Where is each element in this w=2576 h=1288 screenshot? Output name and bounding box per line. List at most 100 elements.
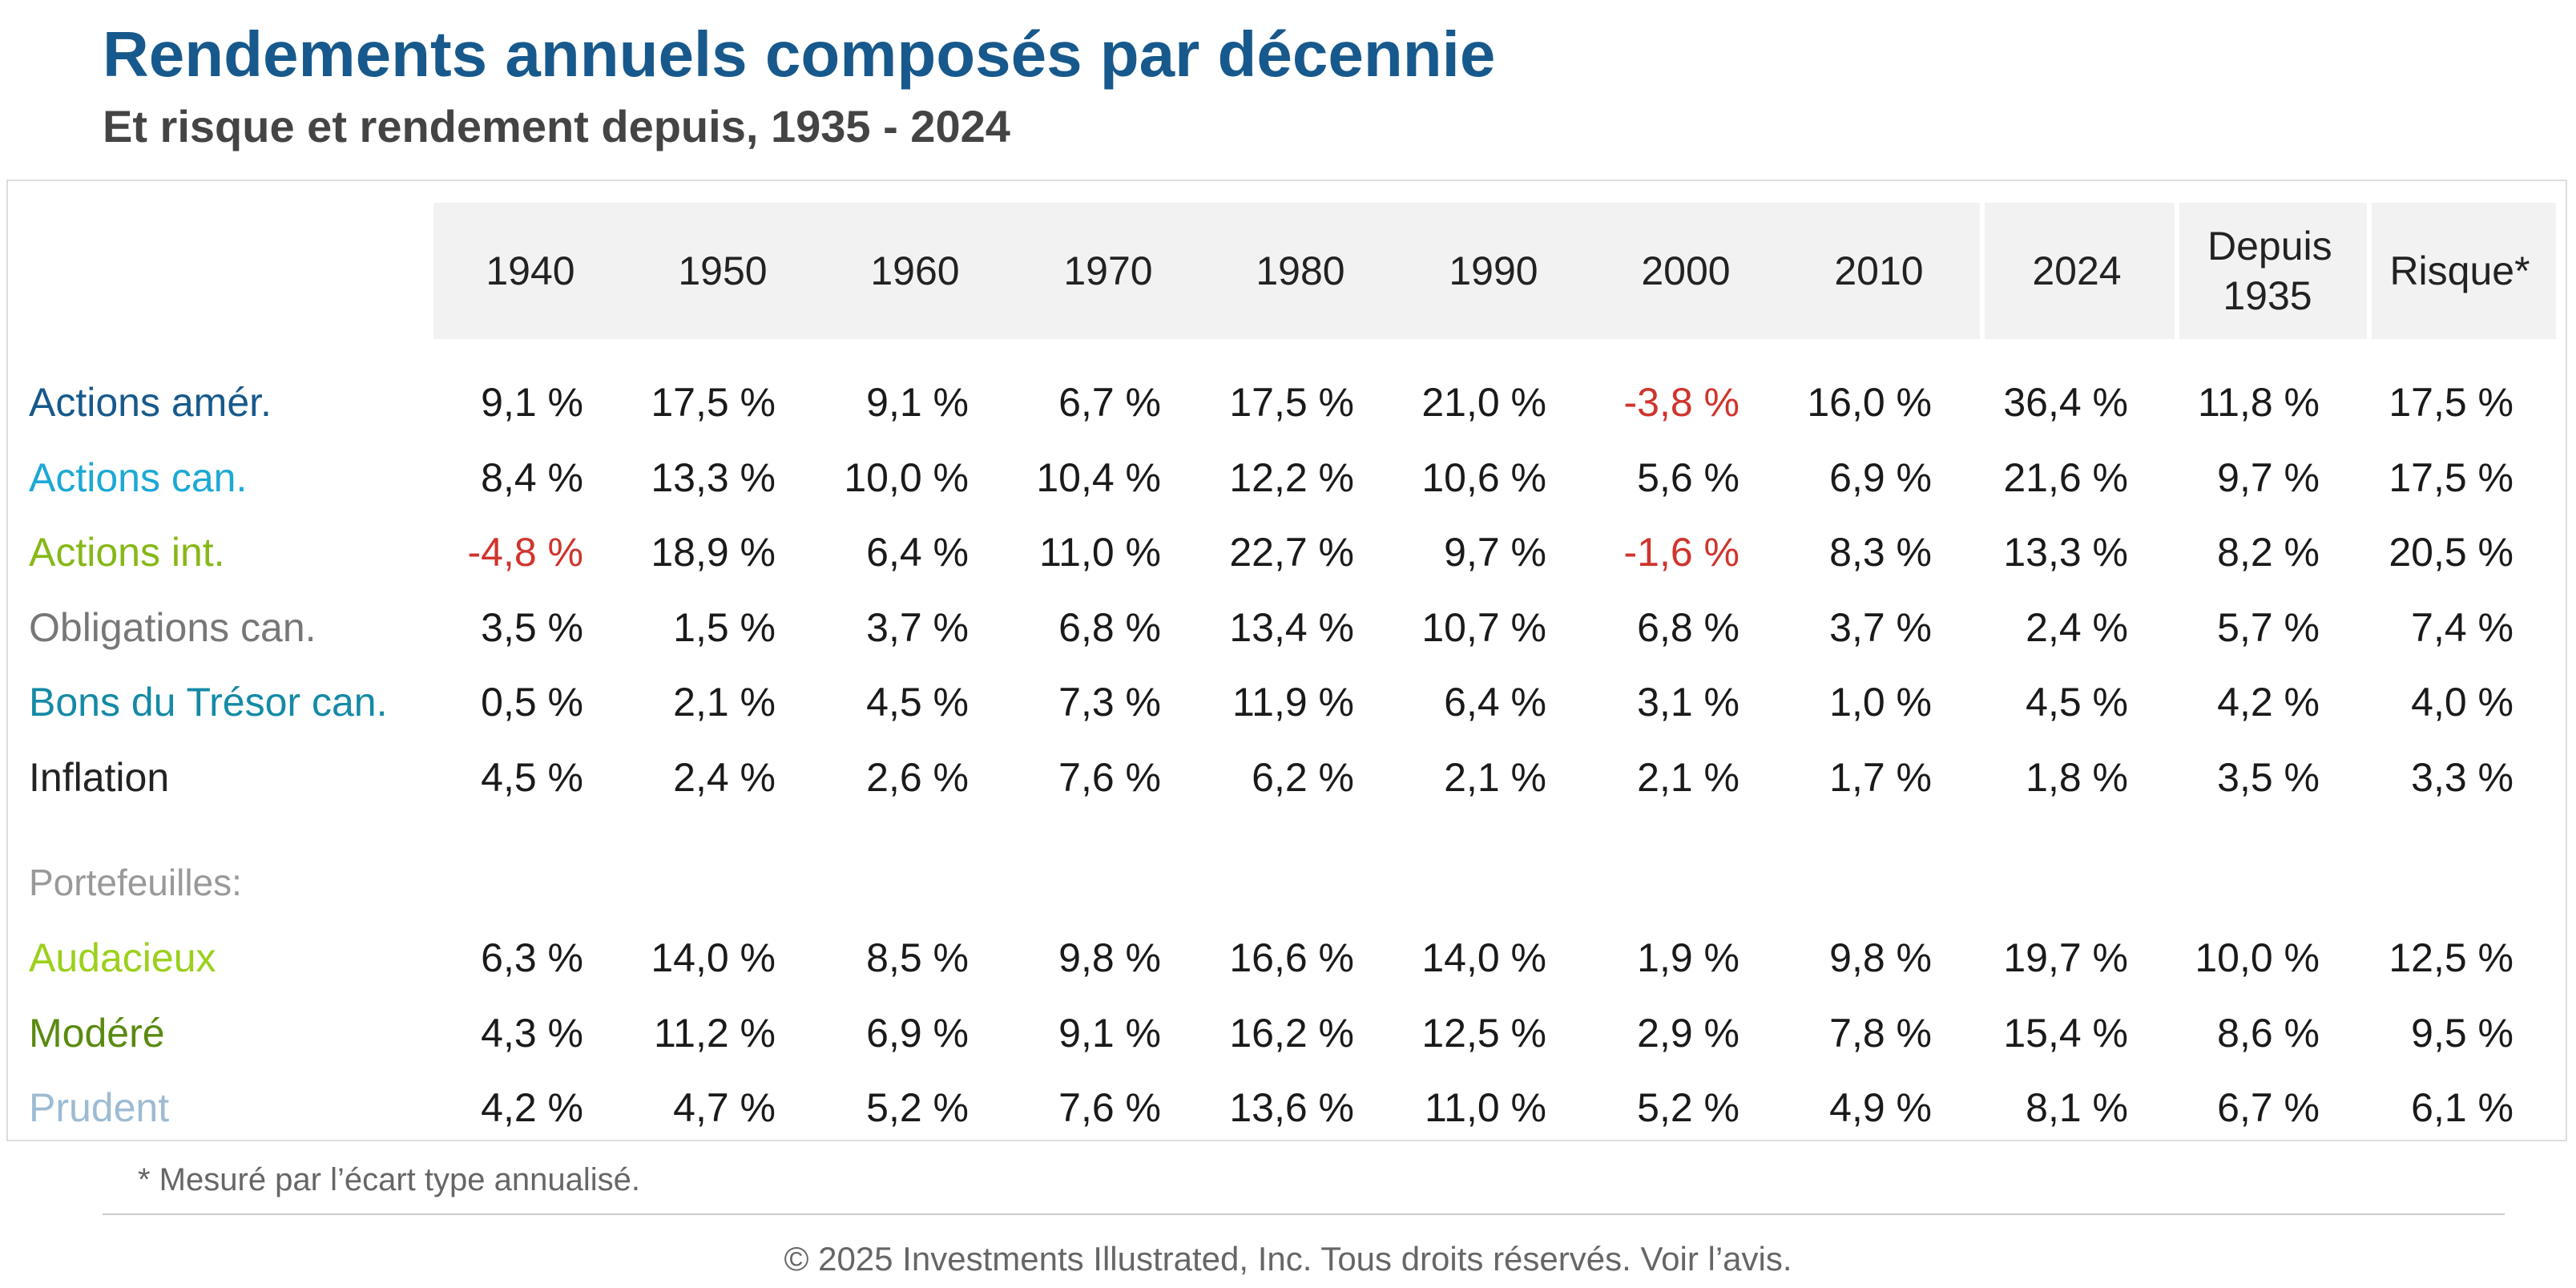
- column-header-3: 1970: [1063, 248, 1153, 293]
- cell-main-5-7: 1,7 %: [1829, 755, 1932, 800]
- cell-main-5-8: 1,8 %: [2026, 755, 2128, 800]
- cell-main-1-9: 9,7 %: [2217, 455, 2320, 500]
- column-header-7: 2010: [1834, 248, 1924, 293]
- column-header-8: 2024: [2032, 248, 2122, 293]
- section-label-portefeuilles: Portefeuilles:: [29, 862, 242, 903]
- copyright-notice: © 2025 Investments Illustrated, Inc. Tou…: [784, 1240, 1792, 1278]
- cell-portfolio-0-10: 12,5 %: [2389, 935, 2514, 980]
- cell-portfolio-1-6: 2,9 %: [1637, 1011, 1740, 1056]
- cell-portfolio-2-3: 7,6 %: [1058, 1085, 1161, 1130]
- cell-main-2-7: 8,3 %: [1829, 530, 1932, 575]
- cell-portfolio-2-7: 4,9 %: [1829, 1085, 1932, 1130]
- cell-main-5-4: 6,2 %: [1252, 755, 1354, 800]
- cell-main-5-0: 4,5 %: [481, 755, 583, 800]
- cell-main-0-1: 17,5 %: [651, 380, 776, 425]
- cell-main-2-4: 22,7 %: [1229, 530, 1354, 575]
- cell-main-0-10: 17,5 %: [2389, 380, 2514, 425]
- cell-main-1-6: 5,6 %: [1637, 455, 1740, 500]
- cell-main-2-8: 13,3 %: [2003, 530, 2128, 575]
- cell-main-1-2: 10,0 %: [844, 455, 969, 500]
- row-label-portfolio-0: Audacieux: [29, 935, 216, 980]
- cell-main-5-5: 2,1 %: [1444, 755, 1546, 800]
- row-label-main-0: Actions amér.: [29, 380, 272, 425]
- cell-main-0-4: 17,5 %: [1229, 380, 1354, 425]
- cell-main-1-4: 12,2 %: [1229, 455, 1354, 500]
- cell-main-3-6: 6,8 %: [1637, 605, 1740, 650]
- cell-portfolio-1-8: 15,4 %: [2003, 1011, 2128, 1056]
- cell-main-0-3: 6,7 %: [1058, 380, 1161, 425]
- cell-main-4-5: 6,4 %: [1444, 680, 1546, 725]
- cell-portfolio-0-5: 14,0 %: [1421, 935, 1546, 980]
- cell-portfolio-2-4: 13,6 %: [1229, 1085, 1354, 1130]
- cell-main-1-1: 13,3 %: [651, 455, 776, 500]
- cell-main-1-7: 6,9 %: [1829, 455, 1932, 500]
- returns-table: 1940 1950 1960 1970 1980 1990 2000 2010 2024 Depu…: [6, 180, 2567, 1141]
- cell-main-4-8: 4,5 %: [2026, 680, 2128, 725]
- cell-main-4-6: 3,1 %: [1637, 680, 1740, 725]
- column-header-0: 1940: [486, 248, 575, 293]
- cell-main-4-3: 7,3 %: [1058, 680, 1161, 725]
- cell-portfolio-1-10: 9,5 %: [2411, 1011, 2514, 1056]
- cell-main-0-8: 36,4 %: [2003, 380, 2128, 425]
- cell-main-3-9: 5,7 %: [2217, 605, 2320, 650]
- cell-portfolio-2-10: 6,1 %: [2411, 1085, 2514, 1130]
- cell-main-0-5: 21,0 %: [1421, 380, 1546, 425]
- cell-main-5-2: 2,6 %: [866, 755, 969, 800]
- row-label-main-5: Inflation: [29, 755, 170, 800]
- cell-main-1-3: 10,4 %: [1036, 455, 1161, 500]
- cell-portfolio-1-7: 7,8 %: [1829, 1011, 1932, 1056]
- cell-main-3-5: 10,7 %: [1421, 605, 1546, 650]
- cell-main-3-3: 6,8 %: [1058, 605, 1161, 650]
- header-band-decades: [433, 203, 1980, 339]
- cell-portfolio-0-2: 8,5 %: [866, 935, 969, 980]
- cell-portfolio-0-8: 19,7 %: [2003, 935, 2128, 980]
- cell-portfolio-0-9: 10,0 %: [2195, 935, 2320, 980]
- cell-main-3-10: 7,4 %: [2411, 605, 2514, 650]
- cell-main-2-6: -1,6 %: [1623, 530, 1740, 575]
- footer-divider: [103, 1213, 2505, 1215]
- chart-subtitle: Et risque et rendement depuis, 1935 - 20…: [103, 101, 1010, 151]
- row-label-portfolio-1: Modéré: [29, 1011, 165, 1056]
- cell-portfolio-1-4: 16,2 %: [1229, 1011, 1354, 1056]
- cell-main-1-5: 10,6 %: [1421, 455, 1546, 500]
- cell-portfolio-1-2: 6,9 %: [866, 1011, 969, 1056]
- cell-portfolio-0-7: 9,8 %: [1829, 935, 1932, 980]
- row-label-portfolio-2: Prudent: [29, 1085, 170, 1130]
- cell-main-2-2: 6,4 %: [866, 530, 969, 575]
- cell-main-1-10: 17,5 %: [2389, 455, 2514, 500]
- cell-main-5-6: 2,1 %: [1637, 755, 1740, 800]
- cell-main-1-0: 8,4 %: [481, 455, 583, 500]
- cell-main-4-4: 11,9 %: [1232, 680, 1354, 725]
- cell-portfolio-2-0: 4,2 %: [481, 1085, 583, 1130]
- cell-main-0-7: 16,0 %: [1807, 380, 1932, 425]
- row-label-main-2: Actions int.: [29, 530, 225, 575]
- cell-main-2-5: 9,7 %: [1444, 530, 1546, 575]
- cell-main-3-8: 2,4 %: [2026, 605, 2128, 650]
- cell-portfolio-2-8: 8,1 %: [2026, 1085, 2128, 1130]
- chart-title: Rendements annuels composés par décennie: [103, 18, 1496, 90]
- cell-main-0-2: 9,1 %: [866, 380, 969, 425]
- cell-portfolio-0-0: 6,3 %: [481, 935, 583, 980]
- cell-portfolio-1-3: 9,1 %: [1058, 1011, 1161, 1056]
- cell-main-2-10: 20,5 %: [2389, 530, 2514, 575]
- cell-main-4-0: 0,5 %: [481, 680, 583, 725]
- row-label-main-4: Bons du Trésor can.: [29, 680, 388, 725]
- cell-main-3-4: 13,4 %: [1229, 605, 1354, 650]
- column-header-6: 2000: [1641, 248, 1731, 293]
- cell-main-2-1: 18,9 %: [651, 530, 776, 575]
- cell-main-3-2: 3,7 %: [866, 605, 969, 650]
- cell-portfolio-0-4: 16,6 %: [1229, 935, 1354, 980]
- cell-portfolio-1-9: 8,6 %: [2217, 1011, 2320, 1056]
- cell-main-2-0: -4,8 %: [467, 530, 583, 575]
- cell-portfolio-2-2: 5,2 %: [866, 1085, 969, 1130]
- column-header-2: 1960: [870, 248, 960, 293]
- cell-main-5-9: 3,5 %: [2217, 755, 2320, 800]
- column-header-9: Depuis 1935: [2207, 223, 2332, 319]
- cell-main-4-7: 1,0 %: [1829, 680, 1932, 725]
- cell-portfolio-1-1: 11,2 %: [654, 1011, 776, 1056]
- cell-portfolio-0-3: 9,8 %: [1058, 935, 1161, 980]
- cell-main-3-1: 1,5 %: [673, 605, 776, 650]
- cell-portfolio-1-0: 4,3 %: [481, 1011, 583, 1056]
- row-label-main-3: Obligations can.: [29, 605, 316, 650]
- header-band-since-1935: [2179, 203, 2367, 339]
